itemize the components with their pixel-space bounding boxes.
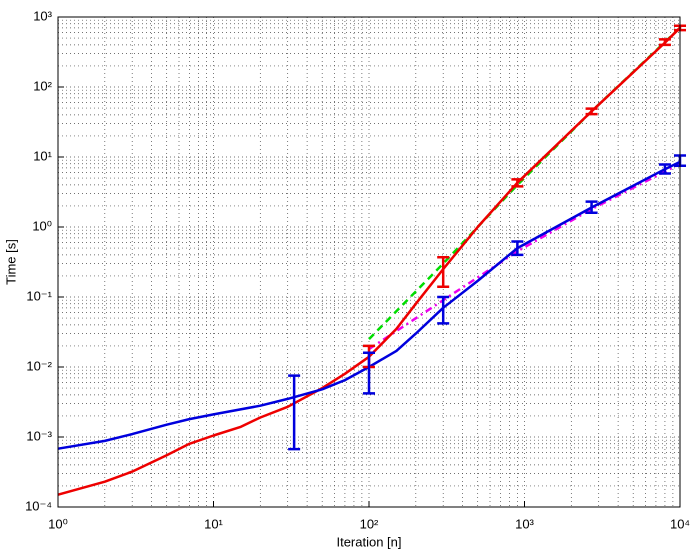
x-tick-label: 10¹ — [204, 516, 223, 531]
y-tick-label: 10⁻¹ — [26, 288, 52, 303]
error-bar — [437, 255, 450, 289]
x-tick-label: 10⁰ — [48, 516, 68, 531]
plot-frame — [57, 16, 681, 508]
y-tick-label: 10¹ — [33, 148, 52, 163]
error-bar — [585, 200, 598, 214]
x-axis-label: Iteration [n] — [336, 534, 401, 549]
error-bar — [363, 351, 375, 395]
x-tick-label: 10² — [360, 516, 379, 531]
error-bar — [658, 38, 671, 47]
y-tick-label: 10³ — [33, 8, 52, 23]
y-tick-label: 10⁻² — [26, 358, 52, 373]
error-bar — [511, 240, 524, 257]
error-bar — [437, 295, 450, 325]
error-bar — [585, 107, 598, 116]
error-bar — [511, 178, 524, 188]
y-tick-label: 10⁰ — [32, 218, 52, 233]
x-tick-label: 10⁴ — [670, 516, 690, 531]
y-axis-label: Time [s] — [3, 239, 18, 285]
y-tick-label: 10² — [33, 78, 52, 93]
y-tick-label: 10⁻⁴ — [25, 498, 52, 513]
error-bar — [658, 163, 671, 175]
x-tick-label: 10³ — [515, 516, 534, 531]
y-tick-label: 10⁻³ — [26, 428, 52, 443]
line — [57, 26, 681, 496]
error-bar — [288, 374, 301, 451]
